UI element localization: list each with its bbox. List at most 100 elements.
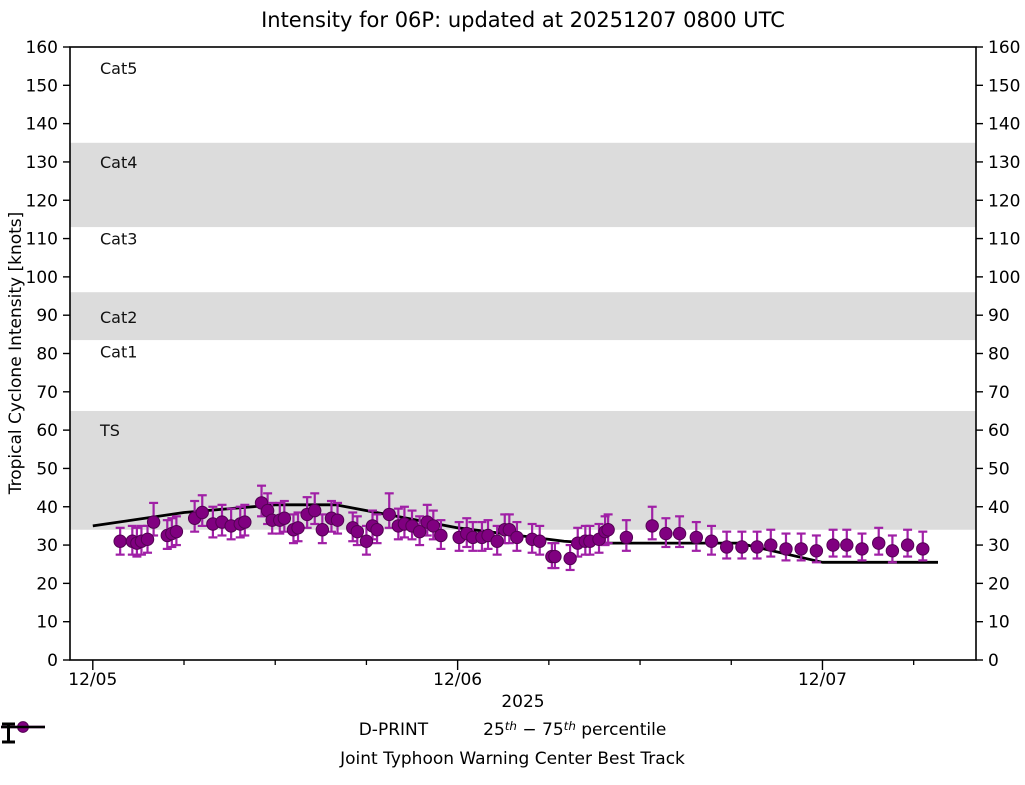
- y-tick-label-left: 90: [36, 306, 58, 326]
- data-point: [195, 505, 209, 520]
- data-point: [490, 534, 504, 548]
- data-point: [619, 530, 634, 545]
- y-tick-label-right: 90: [988, 306, 1010, 326]
- y-tick-label-right: 50: [988, 459, 1010, 479]
- data-point: [563, 551, 577, 566]
- data-point: [601, 523, 615, 537]
- data-point: [750, 540, 764, 554]
- legend-row-2: Joint Typhoon Warning Center Best Track: [1, 725, 685, 769]
- y-tick-label-left: 0: [47, 651, 58, 671]
- data-point: [330, 513, 345, 527]
- legend-label-besttrack: Joint Typhoon Warning Center Best Track: [340, 749, 685, 769]
- y-tick-label-right: 0: [988, 651, 999, 671]
- data-point: [794, 542, 808, 556]
- data-point: [855, 542, 869, 556]
- data-point: [140, 532, 155, 547]
- x-tick-label: 12/07: [798, 670, 847, 690]
- data-point: [277, 511, 292, 525]
- legend-row-1: D-PRINT 25th − 75th percentile: [1, 718, 667, 744]
- category-label-ts: TS: [99, 421, 120, 440]
- legend-item-besttrack: Joint Typhoon Warning Center Best Track: [1, 725, 685, 769]
- intensity-plot: Cat5 Cat4 Cat3 Cat2 Cat1 TS 12/05 12/06 12/07 0 0 1…: [26, 38, 1021, 690]
- category-band-cat2: [70, 292, 976, 341]
- y-tick-label-right: 20: [988, 574, 1010, 594]
- y-tick-label-left: 10: [36, 613, 58, 633]
- data-point: [350, 524, 365, 539]
- category-label-cat1: Cat1: [100, 343, 137, 362]
- y-tick-label-right: 140: [988, 115, 1020, 135]
- data-point: [645, 519, 659, 533]
- y-tick-label-right: 120: [988, 191, 1020, 211]
- data-point: [840, 538, 854, 552]
- data-point: [719, 540, 734, 554]
- data-point: [370, 523, 384, 537]
- y-tick-label-right: 70: [988, 383, 1010, 403]
- category-label-cat4: Cat4: [100, 153, 137, 172]
- y-tick-label-left: 20: [36, 574, 58, 594]
- data-point: [359, 534, 374, 548]
- chart-title: Intensity for 06P: updated at 20251207 0…: [261, 8, 785, 32]
- data-point: [672, 526, 687, 541]
- axes-frame: [69, 46, 977, 661]
- data-point: [434, 528, 448, 543]
- data-point: [412, 524, 427, 539]
- y-tick-label-right: 60: [988, 421, 1010, 441]
- data-point: [900, 538, 915, 552]
- y-tick-label-left: 40: [36, 498, 58, 518]
- y-tick-label-left: 100: [26, 268, 58, 288]
- data-point: [826, 538, 840, 552]
- y-tick-label-left: 60: [36, 421, 58, 441]
- y-tick-label-right: 160: [988, 38, 1020, 58]
- data-point: [764, 538, 778, 552]
- data-point: [146, 515, 161, 529]
- x-axis-year-label: 2025: [501, 692, 545, 712]
- data-point: [809, 544, 824, 558]
- legend-item-dprint: D-PRINT: [1, 720, 429, 740]
- y-tick-label-left: 50: [36, 459, 58, 479]
- y-tick-label-right: 40: [988, 498, 1010, 518]
- data-point: [548, 549, 562, 564]
- data-point: [238, 515, 252, 529]
- data-point: [704, 534, 719, 548]
- data-point: [916, 542, 930, 556]
- y-tick-label-right: 30: [988, 536, 1010, 556]
- data-point: [308, 503, 322, 518]
- y-tick-label-left: 70: [36, 383, 58, 403]
- y-tick-label-right: 100: [988, 268, 1020, 288]
- y-tick-label-left: 150: [26, 76, 58, 96]
- legend-item-percentile: 25th − 75th percentile: [2, 718, 667, 744]
- x-tick-label: 12/06: [433, 670, 482, 690]
- category-label-cat2: Cat2: [100, 308, 137, 327]
- data-point: [872, 536, 886, 550]
- y-tick-label-left: 80: [36, 345, 58, 365]
- y-tick-label-left: 130: [26, 153, 58, 173]
- y-tick-label-left: 140: [26, 115, 58, 135]
- y-tick-label-right: 110: [988, 230, 1020, 250]
- data-point: [659, 526, 673, 541]
- legend-label-percentile: 25th − 75th percentile: [483, 718, 667, 740]
- y-tick-label-left: 30: [36, 536, 58, 556]
- data-point: [779, 542, 793, 556]
- y-tick-label-left: 110: [26, 230, 58, 250]
- data-point: [291, 521, 305, 535]
- y-tick-label-right: 130: [988, 153, 1020, 173]
- y-tick-label-left: 160: [26, 38, 58, 58]
- data-point: [315, 523, 330, 537]
- y-tick-label-right: 150: [988, 76, 1020, 96]
- data-point: [735, 540, 749, 554]
- category-label-cat3: Cat3: [100, 230, 137, 249]
- y-tick-label-right: 10: [988, 613, 1010, 633]
- legend-label-dprint: D-PRINT: [358, 720, 429, 740]
- y-tick-label-right: 80: [988, 345, 1010, 365]
- data-point: [113, 534, 127, 548]
- data-point: [689, 530, 703, 545]
- legend: D-PRINT 25th − 75th percentile Joint Typ…: [0, 718, 1025, 769]
- data-point: [510, 530, 524, 545]
- y-tick-label-left: 120: [26, 191, 58, 211]
- besttrack-line-icon: [1, 725, 45, 729]
- data-point: [426, 519, 441, 533]
- category-band-cat4: [70, 142, 976, 228]
- data-point: [885, 544, 900, 558]
- category-label-cat5: Cat5: [100, 59, 137, 78]
